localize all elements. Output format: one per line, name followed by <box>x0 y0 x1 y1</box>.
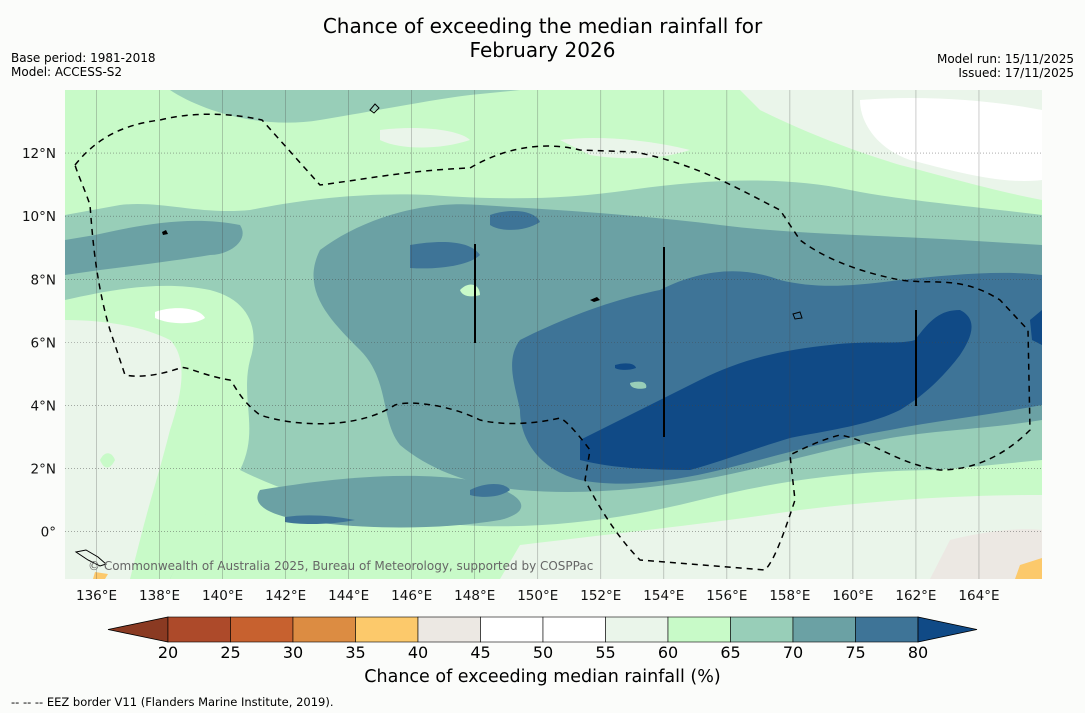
colorbar-tick-label: 55 <box>595 643 615 662</box>
colorbar-segment <box>292 616 356 643</box>
model-name: Model: ACCESS-S2 <box>11 65 123 79</box>
colorbar-tick-label: 80 <box>908 643 928 662</box>
lon-tick-label: 152°E <box>580 588 621 604</box>
colorbar-segment <box>605 616 669 643</box>
lon-tick-label: 136°E <box>76 588 117 604</box>
region-75-80-south-patch-2 <box>470 484 510 497</box>
colorbar-tick-label: 25 <box>220 643 240 662</box>
lon-tick-label: 138°E <box>139 588 180 604</box>
island-shape-3 <box>590 297 600 302</box>
region-75-80-nw <box>410 242 480 269</box>
colorbar-tick-label: 70 <box>783 643 803 662</box>
region-75-80-south-patch <box>285 515 355 525</box>
map-title: Chance of exceeding the median rainfall … <box>0 14 1085 62</box>
colorbar-tick-label: 30 <box>283 643 303 662</box>
lon-tick-labels: 136°E 138°E 140°E 142°E 144°E 146°E 148°E 150°E… <box>76 588 1000 604</box>
island-shape <box>369 103 380 114</box>
lon-tick-label: 154°E <box>643 588 684 604</box>
model-run: Model run: 15/11/2025 <box>936 52 1074 66</box>
region-55-60-center-north <box>560 138 690 159</box>
probability-field <box>65 90 1042 579</box>
colorbar-segment <box>730 616 794 643</box>
region-55-60-patch <box>380 128 470 148</box>
lat-tick-label: 4°N <box>31 398 56 414</box>
region-45-50-south <box>930 529 1042 579</box>
colorbar: 20 25 30 35 40 45 50 55 60 65 70 75 80 <box>107 616 978 662</box>
lat-tick-labels: 0° 2°N 4°N 6°N 8°N 10°N 12°N <box>22 146 56 541</box>
region-above-80-patch <box>615 363 636 370</box>
region-65-70-top <box>170 90 520 123</box>
colorbar-tick-label: 20 <box>158 643 178 662</box>
region-75-80-n <box>490 210 540 230</box>
lat-tick-label: 2°N <box>31 462 56 478</box>
colorbar-tick-label: 35 <box>345 643 365 662</box>
colorbar-extend-high <box>917 616 978 643</box>
meta-left: Base period: 1981-2018 Model: ACCESS-S2 <box>11 51 156 79</box>
region-55-60-south <box>500 495 1042 579</box>
region-60-65-islet-2 <box>100 453 115 468</box>
region-70-75-south <box>257 475 522 528</box>
coast-new-guinea <box>74 549 107 567</box>
meta-right: Model run: 15/11/2025 Issued: 17/11/2025 <box>937 52 1074 80</box>
colorbar-tick-label: 45 <box>470 643 490 662</box>
island-shape-4 <box>792 311 803 320</box>
region-50-55-northeast <box>860 98 1042 181</box>
colorbar-tick-label: 40 <box>408 643 428 662</box>
lon-tick-label: 150°E <box>517 588 558 604</box>
lon-tick-label: 144°E <box>328 588 369 604</box>
lat-tick-label: 8°N <box>31 272 56 288</box>
colorbar-segment <box>417 616 481 643</box>
colorbar-tick-label: 50 <box>533 643 553 662</box>
lon-tick-label: 148°E <box>454 588 495 604</box>
colorbar-tick-label: 60 <box>658 643 678 662</box>
lon-tick-label: 156°E <box>706 588 747 604</box>
colorbar-tick-label: 65 <box>720 643 740 662</box>
region-55-60-west <box>65 320 182 579</box>
colorbar-segment <box>167 616 231 643</box>
colorbar-title: Chance of exceeding median rainfall (%) <box>364 667 721 687</box>
issued-date: Issued: 17/11/2025 <box>958 66 1074 80</box>
base-period: Base period: 1981-2018 <box>11 51 156 65</box>
eez-legend: -- -- -- EEZ border V11 (Flanders Marine… <box>11 695 334 709</box>
eez-border-line <box>74 113 1031 571</box>
colorbar-segment <box>480 616 544 643</box>
region-65-70-islet <box>630 381 647 389</box>
colorbar-segment <box>792 616 856 643</box>
lon-tick-label: 142°E <box>265 588 306 604</box>
gridlines <box>65 90 1042 579</box>
colorbar-segment <box>542 616 606 643</box>
colorbar-segment <box>667 616 731 643</box>
lon-tick-label: 160°E <box>832 588 873 604</box>
lat-tick-label: 0° <box>41 525 56 541</box>
map-area <box>65 90 1042 579</box>
colorbar-segment <box>230 616 294 643</box>
copyright-text: © Commonwealth of Australia 2025, Bureau… <box>88 559 593 573</box>
region-35-40-south <box>1015 558 1042 579</box>
lon-tick-label: 164°E <box>958 588 999 604</box>
lon-tick-label: 158°E <box>769 588 810 604</box>
colorbar-segment <box>355 616 419 643</box>
title-line-2: February 2026 <box>469 38 616 62</box>
lon-tick-label: 140°E <box>202 588 243 604</box>
eez-border <box>74 113 1031 571</box>
lat-tick-label: 6°N <box>31 335 56 351</box>
region-70-75-west <box>65 220 243 275</box>
island-shape-2 <box>162 230 168 235</box>
region-50-55-west <box>155 308 205 324</box>
colorbar-extend-low <box>107 616 169 643</box>
meridian-markers <box>474 244 917 437</box>
colorbar-tick-label: 75 <box>845 643 865 662</box>
lat-tick-label: 10°N <box>22 209 56 225</box>
colorbar-segment <box>855 616 919 643</box>
lon-tick-label: 162°E <box>895 588 936 604</box>
lat-tick-label: 12°N <box>22 146 56 162</box>
region-35-40-sw <box>93 572 108 579</box>
region-above-80-central <box>580 310 972 470</box>
title-line-1: Chance of exceeding the median rainfall … <box>322 14 763 38</box>
lon-tick-label: 146°E <box>391 588 432 604</box>
region-above-80-east <box>1030 310 1042 345</box>
coastlines <box>74 103 803 567</box>
